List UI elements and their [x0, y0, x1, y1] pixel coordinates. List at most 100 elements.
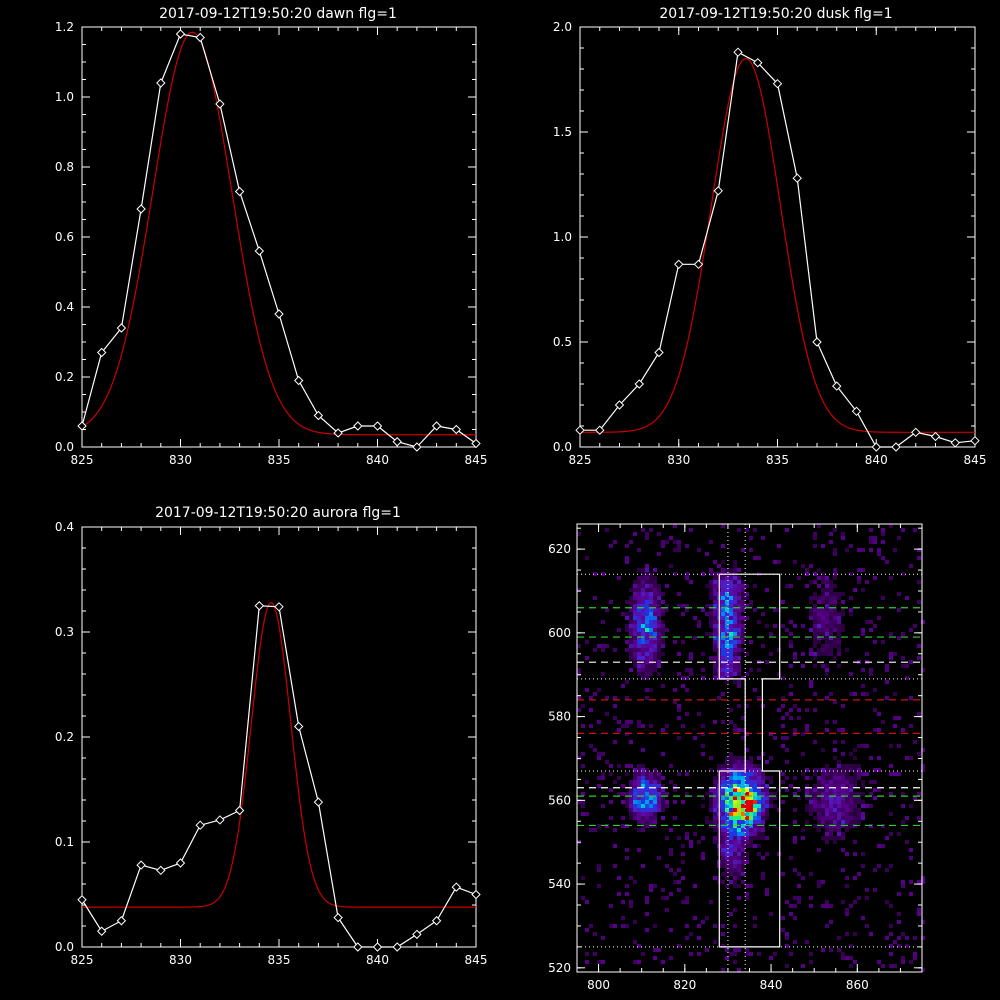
heatmap-cell [789, 664, 793, 668]
heatmap-cell [737, 784, 741, 788]
heatmap-cell [645, 652, 649, 656]
heatmap-cell [801, 732, 805, 736]
heatmap-cell [833, 816, 837, 820]
heatmap-cell [729, 584, 733, 588]
heatmap-cell [737, 968, 741, 972]
heatmap-cell [733, 952, 737, 956]
heatmap-cell [645, 636, 649, 640]
heatmap-cell [765, 660, 769, 664]
heatmap-cell [729, 604, 733, 608]
heatmap-cell [737, 788, 741, 792]
heatmap-cell [725, 592, 729, 596]
heatmap-cell [833, 528, 837, 532]
heatmap-cell [653, 820, 657, 824]
heatmap-cell [825, 900, 829, 904]
heatmap-cell [657, 628, 661, 632]
heatmap-cell [745, 764, 749, 768]
heatmap-cell [821, 748, 825, 752]
heatmap-cell [649, 636, 653, 640]
heatmap-cell [725, 816, 729, 820]
heatmap-cell [829, 776, 833, 780]
heatmap-cell [649, 624, 653, 628]
heatmap-cell [625, 884, 629, 888]
data-point-diamond [372, 942, 383, 952]
heatmap-cell [781, 724, 785, 728]
heatmap-cell [721, 780, 725, 784]
heatmap-cell [769, 956, 773, 960]
heatmap-cell [681, 684, 685, 688]
heatmap-cell [657, 784, 661, 788]
heatmap-cell [881, 844, 885, 848]
data-point-diamond [614, 400, 625, 410]
heatmap-cell [705, 612, 709, 616]
heatmap-cell [757, 832, 761, 836]
heatmap-cell [733, 948, 737, 952]
heatmap-cell [849, 808, 853, 812]
heatmap-cell [637, 612, 641, 616]
heatmap-cell [625, 892, 629, 896]
heatmap-cell [809, 776, 813, 780]
heatmap-cell [669, 764, 673, 768]
heatmap-cell [869, 528, 873, 532]
heatmap-cell [685, 924, 689, 928]
heatmap-cell [917, 912, 921, 916]
heatmap-cell [725, 884, 729, 888]
heatmap-cell [725, 588, 729, 592]
heatmap-cell [801, 664, 805, 668]
heatmap-cell [801, 836, 805, 840]
heatmap-cell [629, 876, 633, 880]
y-tick-label: 600 [548, 626, 571, 640]
heatmap-cell [721, 768, 725, 772]
data-point-diamond [175, 858, 186, 868]
heatmap-cell [737, 816, 741, 820]
heatmap-cell [913, 740, 917, 744]
heatmap-cell [877, 960, 881, 964]
heatmap-cell [869, 756, 873, 760]
heatmap-cell [813, 612, 817, 616]
heatmap-cell [745, 604, 749, 608]
heatmap-cell [729, 632, 733, 636]
heatmap-cell [697, 624, 701, 628]
heatmap-cell [641, 528, 645, 532]
heatmap-cell [721, 828, 725, 832]
heatmap-cell [637, 944, 641, 948]
heatmap-cell [713, 612, 717, 616]
heatmap-cell [909, 848, 913, 852]
data-point-diamond [372, 421, 383, 431]
heatmap-cell [825, 772, 829, 776]
heatmap-cell [749, 804, 753, 808]
heatmap-cell [657, 592, 661, 596]
heatmap-cell [785, 736, 789, 740]
heatmap-cell [637, 960, 641, 964]
heatmap-cell [633, 920, 637, 924]
heatmap-cell [817, 632, 821, 636]
heatmap-cell [649, 592, 653, 596]
heatmap-cell [737, 668, 741, 672]
heatmap-cell [745, 784, 749, 788]
heatmap-cell [849, 800, 853, 804]
heatmap-cell [821, 600, 825, 604]
heatmap-cell [665, 604, 669, 608]
heatmap-cell [893, 940, 897, 944]
heatmap-cell [645, 616, 649, 620]
heatmap-cell [741, 792, 745, 796]
heatmap-cell [709, 820, 713, 824]
heatmap-cell [653, 768, 657, 772]
heatmap-cell [661, 544, 665, 548]
y-tick-label: 0.4 [55, 300, 74, 314]
heatmap-cell [641, 652, 645, 656]
heatmap-cell [749, 536, 753, 540]
heatmap-cell [697, 840, 701, 844]
heatmap-cell [853, 764, 857, 768]
heatmap-cell [761, 792, 765, 796]
heatmap-cell [745, 884, 749, 888]
heatmap-cell [753, 776, 757, 780]
heatmap-cell [821, 836, 825, 840]
heatmap-cell [785, 748, 789, 752]
heatmap-cell [705, 552, 709, 556]
heatmap-cell [761, 816, 765, 820]
heatmap-cell [849, 612, 853, 616]
heatmap-cell [833, 748, 837, 752]
heatmap-cell [737, 764, 741, 768]
heatmap-cell [645, 580, 649, 584]
